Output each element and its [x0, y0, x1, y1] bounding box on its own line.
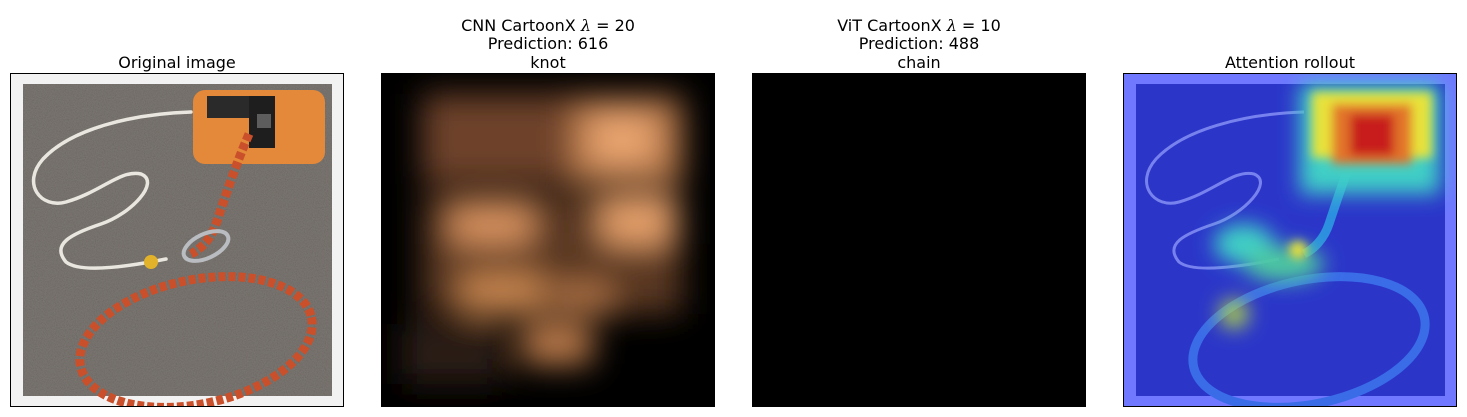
cnn-cartoonx-mask — [381, 73, 715, 407]
title-line-class: chain — [897, 52, 941, 72]
title-line: Original image — [118, 52, 236, 72]
cnn-mask-graphic — [382, 74, 714, 406]
title-line-method: CNN CartoonX λ = 20 — [461, 15, 635, 35]
vit-cartoonx-mask — [752, 73, 1086, 407]
attention-rollout-heatmap — [1123, 73, 1457, 407]
title-line-method: ViT CartoonX λ = 10 — [837, 15, 1001, 35]
panel-original-image: Original image — [10, 0, 344, 417]
shackle — [181, 229, 231, 263]
panel-cnn-cartoonx: CNN CartoonX λ = 20 Prediction: 616 knot — [381, 0, 715, 417]
panel-title: ViT CartoonX λ = 10 Prediction: 488 chai… — [752, 15, 1086, 73]
rope — [31, 110, 193, 270]
panel-attention-rollout: Attention rollout — [1123, 0, 1457, 417]
original-image — [10, 73, 344, 407]
panel-title: CNN CartoonX λ = 20 Prediction: 616 knot — [381, 15, 715, 73]
chain-loop — [75, 272, 317, 406]
title-line: Attention rollout — [1224, 52, 1356, 72]
title-line-class: knot — [530, 52, 566, 72]
vit-mask-graphic — [753, 74, 1085, 406]
attention-graphic — [1124, 74, 1456, 406]
title-line-prediction: Prediction: 616 — [487, 34, 609, 53]
title-line-prediction: Prediction: 488 — [858, 34, 980, 53]
chain-upper — [188, 132, 254, 259]
panel-vit-cartoonx: ViT CartoonX λ = 10 Prediction: 488 chai… — [752, 0, 1086, 417]
original-image-graphic — [11, 74, 343, 406]
panel-title: Attention rollout — [1123, 52, 1457, 73]
panel-title: Original image — [10, 52, 344, 73]
